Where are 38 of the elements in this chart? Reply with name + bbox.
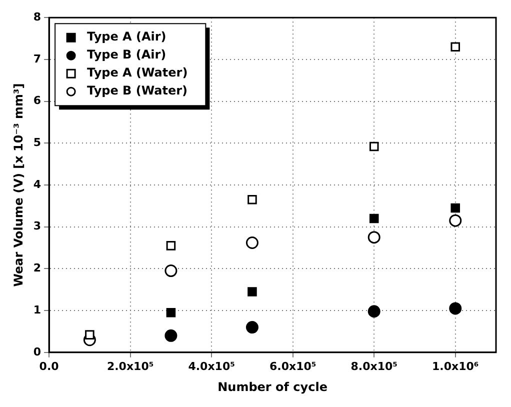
y-tick-label: 7: [33, 52, 42, 66]
y-tick-label: 3: [33, 220, 42, 233]
x-tick-label: 1.0x10⁶: [432, 360, 479, 373]
point: [248, 195, 257, 204]
x-tick-label: 2.0x10⁵: [106, 360, 154, 373]
point: [449, 214, 462, 227]
y-tick-label: 5: [33, 136, 42, 150]
y-tick-label: 0: [33, 345, 42, 358]
point: [246, 236, 258, 250]
point: [164, 264, 178, 278]
y-tick-label: 6: [33, 94, 42, 108]
y-tick-label: 8: [33, 10, 42, 24]
x-tick-label: 4.0x10⁵: [188, 360, 236, 373]
point: [450, 203, 460, 213]
y-tick-label: 1: [33, 303, 42, 316]
point: [449, 302, 462, 315]
point: [368, 231, 380, 244]
y-tick-label: 2: [33, 262, 42, 275]
point: [368, 305, 380, 318]
x-tick-label: 6.0x10⁵: [269, 360, 316, 373]
point: [85, 330, 94, 340]
x-tick-label: 8.0x10⁵: [350, 360, 398, 373]
point: [166, 308, 176, 318]
y-tick-label: 4: [33, 178, 42, 191]
legend-label: Type A (Water): [87, 66, 188, 80]
point: [450, 42, 460, 52]
legend-label: Type B (Air): [87, 48, 166, 62]
point: [246, 321, 258, 334]
point: [369, 142, 379, 152]
point: [164, 329, 178, 342]
y-axis-title: Wear Volume (V) [x 10⁻³ mm³]: [11, 83, 26, 287]
x-axis-title: Number of cycle: [218, 380, 328, 394]
legend-label: Type A (Air): [87, 30, 166, 44]
point: [369, 214, 379, 224]
legend-label: Type B (Water): [87, 84, 188, 98]
point: [248, 287, 257, 296]
point: [166, 241, 176, 250]
x-tick-label: 0.0: [39, 360, 60, 373]
